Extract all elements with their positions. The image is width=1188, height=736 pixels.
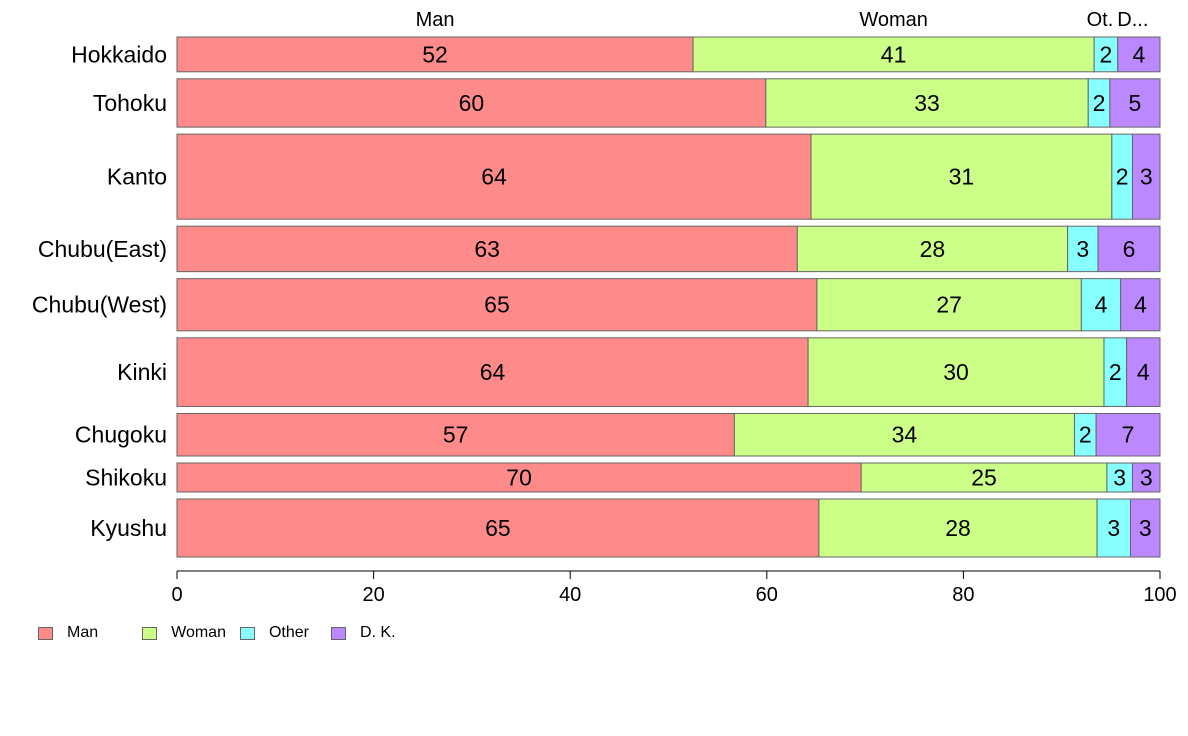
data-label: 64 [481, 164, 507, 190]
data-label: 6 [1123, 236, 1136, 262]
category-label: Chubu(West) [32, 292, 167, 318]
x-tick-label: 100 [1143, 584, 1176, 606]
data-label: 25 [971, 465, 997, 491]
data-label: 4 [1134, 292, 1147, 318]
category-label: Tohoku [93, 90, 167, 116]
bar-segment [176, 225, 798, 273]
data-label: 5 [1129, 90, 1142, 116]
bar-segment [818, 498, 1098, 558]
legend-label-other: Other [268, 624, 309, 641]
bar-segment [1131, 133, 1161, 220]
bar-segment [860, 462, 1108, 493]
bar-segment [1106, 462, 1133, 493]
data-label: 28 [920, 236, 946, 262]
x-tick-label: 20 [362, 584, 384, 606]
bar-segment [692, 36, 1095, 73]
bar-segment [176, 412, 735, 457]
data-label: 41 [881, 41, 907, 67]
bar-segment [1120, 278, 1161, 332]
legend: Man Woman Other D. K. [38, 624, 410, 642]
data-label: 3 [1107, 515, 1120, 541]
top-category-label: Ot. [1087, 9, 1114, 31]
legend-label-man: Man [67, 624, 99, 641]
legend-item-dk: D. K. [330, 624, 396, 642]
data-label: 2 [1116, 164, 1129, 190]
legend-swatch-woman [142, 626, 158, 640]
bar-segment [796, 225, 1069, 273]
data-label: 57 [443, 422, 469, 448]
data-label: 3 [1140, 164, 1153, 190]
data-label: 3 [1076, 236, 1089, 262]
data-label: 4 [1095, 292, 1108, 318]
top-category-label: Woman [859, 9, 928, 31]
bar-segment [807, 337, 1105, 407]
data-label: 30 [943, 359, 969, 385]
legend-swatch-man [38, 626, 53, 640]
data-label: 33 [914, 90, 940, 116]
category-label: Kinki [117, 359, 167, 385]
top-category-label: D... [1117, 9, 1148, 31]
bar-segment [1080, 278, 1122, 332]
category-label: Chubu(East) [38, 236, 167, 262]
bar-segment [1095, 412, 1161, 457]
data-label: 3 [1139, 515, 1152, 541]
data-label: 2 [1079, 422, 1092, 448]
data-label: 4 [1137, 359, 1150, 385]
bar-segment [816, 278, 1082, 332]
data-label: 34 [892, 422, 918, 448]
legend-swatch-dk [330, 626, 346, 640]
data-label: 65 [484, 292, 510, 318]
bar-segment [1126, 337, 1161, 407]
data-label: 2 [1093, 90, 1106, 116]
legend-item-man: Man [38, 624, 98, 642]
data-label: 60 [459, 90, 485, 116]
data-label: 2 [1109, 359, 1122, 385]
legend-label-dk: D. K. [359, 624, 396, 641]
data-label: 4 [1132, 41, 1145, 67]
data-label: 65 [485, 515, 511, 541]
bar-segment [1096, 498, 1132, 558]
data-label: 64 [480, 359, 506, 385]
data-label: 7 [1122, 422, 1135, 448]
bar-segment [176, 278, 818, 332]
data-label: 70 [506, 465, 532, 491]
bar-segment [176, 462, 862, 493]
legend-item-woman: Woman [142, 624, 226, 642]
bar-segment [810, 133, 1113, 220]
data-label: 2 [1100, 41, 1113, 67]
bar-segment [1109, 78, 1161, 128]
data-label: 27 [936, 292, 962, 318]
category-label: Hokkaido [71, 41, 167, 67]
category-label: Shikoku [85, 465, 167, 491]
bar-segment [176, 78, 767, 128]
bar-segment [733, 412, 1075, 457]
x-tick-label: 40 [559, 584, 581, 606]
category-label: Chugoku [75, 422, 167, 448]
bar-segment [1117, 36, 1161, 73]
x-tick-label: 0 [171, 584, 182, 606]
data-label: 52 [422, 41, 448, 67]
legend-label-woman: Woman [171, 624, 226, 641]
category-label: Kyushu [90, 515, 167, 541]
bar-segment [765, 78, 1089, 128]
data-label: 31 [949, 164, 975, 190]
bar-segment [1131, 462, 1161, 493]
category-label: Kanto [107, 164, 167, 190]
legend-swatch-other [239, 626, 255, 640]
legend-item-other: Other [239, 624, 309, 642]
data-label: 3 [1140, 465, 1153, 491]
x-tick-label: 80 [952, 584, 974, 606]
data-label: 63 [474, 236, 500, 262]
x-tick-label: 60 [756, 584, 778, 606]
bar-segment [1130, 498, 1161, 558]
data-label: 3 [1113, 465, 1126, 491]
top-category-label: Man [416, 9, 455, 31]
bar-segment [176, 36, 694, 73]
data-label: 28 [945, 515, 971, 541]
bar-segment [1097, 225, 1161, 273]
